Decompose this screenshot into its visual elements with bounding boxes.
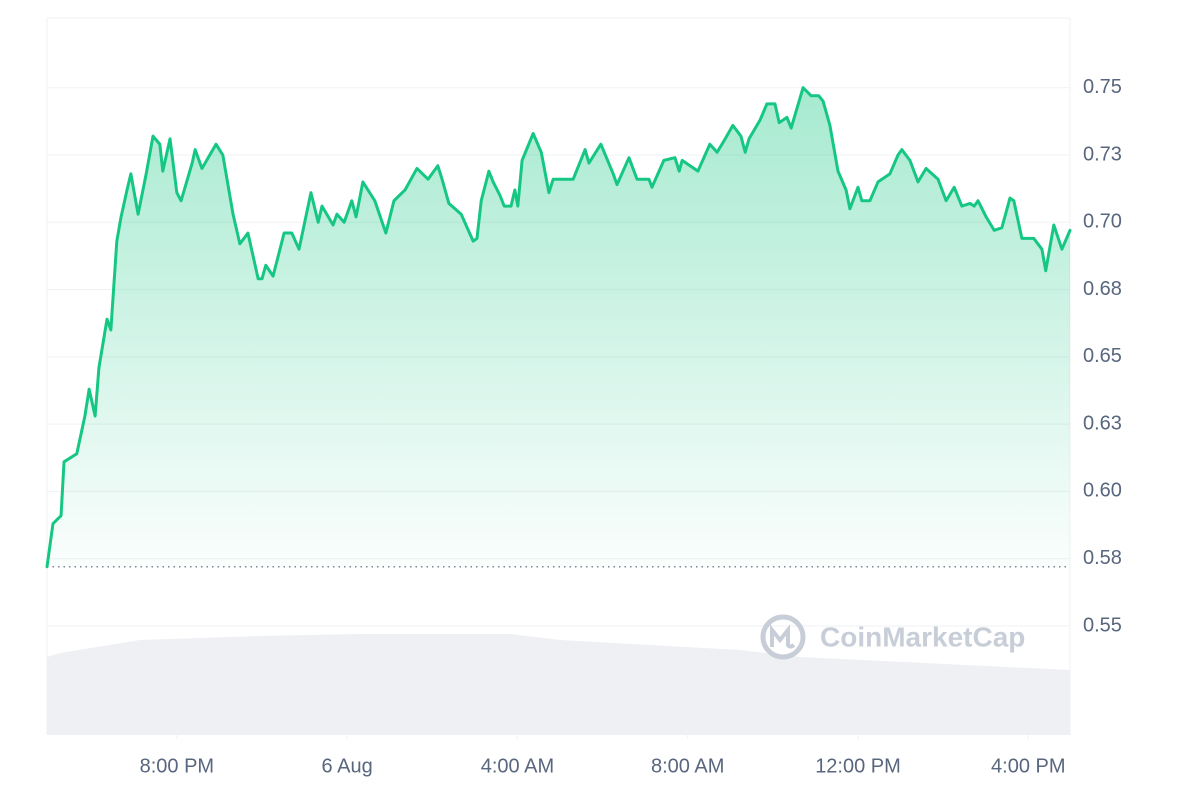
x-tick-label: 6 Aug — [322, 755, 373, 777]
x-tick-label: 12:00 PM — [815, 755, 901, 777]
volume-area — [47, 634, 1070, 735]
y-tick-label: 0.73 — [1083, 143, 1122, 165]
y-tick-label: 0.68 — [1083, 278, 1122, 300]
price-line — [45, 86, 1072, 569]
x-tick-label: 4:00 AM — [481, 755, 554, 777]
y-tick-label: 0.63 — [1083, 412, 1122, 434]
y-tick-label: 0.65 — [1083, 345, 1122, 367]
x-tick-label: 8:00 AM — [651, 755, 724, 777]
price-area — [47, 87, 1070, 567]
y-tick-label: 0.55 — [1083, 614, 1122, 636]
y-tick-label: 0.75 — [1083, 76, 1122, 98]
x-tick-label: 8:00 PM — [140, 755, 214, 777]
y-tick-label: 0.60 — [1083, 480, 1122, 502]
watermark-logo — [760, 614, 806, 660]
watermark: CoinMarketCap — [760, 614, 1025, 660]
watermark-text: CoinMarketCap — [820, 621, 1025, 652]
plot — [45, 86, 1072, 569]
watermark-logo-mark — [770, 624, 796, 649]
y-tick-label: 0.70 — [1083, 211, 1122, 233]
y-tick-label: 0.58 — [1083, 547, 1122, 569]
x-tick-label: 4:00 PM — [991, 755, 1065, 777]
